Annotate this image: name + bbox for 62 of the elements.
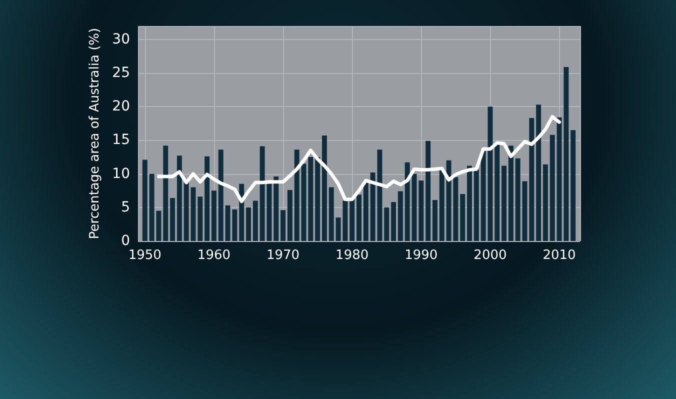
x-tick-label: 1960 [197,248,231,263]
bar [494,144,500,241]
bar [363,182,368,241]
bar [246,207,251,241]
bar [460,194,466,241]
x-tick-label: 2000 [474,248,507,263]
bar [322,136,327,241]
bar [404,162,410,241]
bar [301,164,306,241]
y-tick-label: 20 [112,98,130,115]
x-tick-label: 1990 [404,248,438,263]
bar [204,156,210,241]
bar [280,210,286,241]
bar [529,118,534,241]
bar [308,157,314,241]
y-tick-label: 15 [112,132,130,148]
bar [432,200,438,241]
bar [391,202,396,241]
bar [412,174,417,241]
y-tick-label: 0 [121,233,130,249]
bar [515,158,520,241]
bar [418,180,424,241]
y-tick-label: 30 [112,31,130,48]
y-axis-title: Percentage area of Australia (%) [87,28,102,240]
bar [356,194,362,241]
y-tick-label: 5 [121,199,130,216]
bar [439,168,444,241]
bar [328,187,334,241]
bar [522,181,528,241]
bar [252,200,258,241]
bar [274,176,279,241]
x-tick-label: 1970 [266,248,300,263]
line-series [156,114,562,204]
bar [315,157,320,241]
x-tick-label: 1980 [336,248,369,263]
bar [294,150,300,241]
bar [398,191,403,241]
bar [550,134,555,241]
bar [542,164,548,241]
bar [163,146,168,241]
bar [287,190,292,241]
bar [350,199,355,241]
bar [474,169,479,241]
bar [502,166,507,241]
bar [170,198,176,241]
bar [190,187,196,241]
bar [176,156,182,241]
bar [384,207,390,241]
bar [218,150,224,241]
bar [570,130,576,241]
bar [467,166,472,241]
bar [198,196,203,241]
bar [142,160,148,241]
bar [211,190,216,241]
bar [184,180,189,241]
x-tick-label: 1950 [128,248,162,263]
y-tick-label: 10 [112,166,130,182]
bar [536,104,542,241]
x-tick-label: 2010 [542,248,576,263]
y-tick-label: 25 [112,65,130,82]
bar [426,140,431,241]
bar [508,146,514,241]
